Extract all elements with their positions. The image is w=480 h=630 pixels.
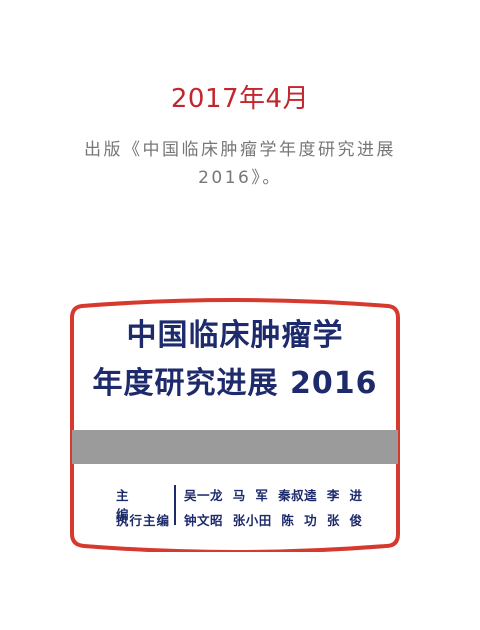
book-cover: 中国临床肿瘤学 年度研究进展 2016 主 编 吴一龙 马 军 秦叔逵 李 进 … <box>68 296 402 552</box>
credit-role: 执行主编 <box>116 513 171 528</box>
book-cover-frame <box>70 298 400 552</box>
credits-divider <box>174 485 176 525</box>
gray-band <box>72 430 398 464</box>
publication-date: 2017年4月 <box>170 84 310 114</box>
book-title-line-2: 年度研究进展 2016 <box>92 366 378 401</box>
description-line-1: 出版《中国临床肿瘤学年度研究进展 <box>84 140 396 160</box>
description-line-2: 2016》。 <box>198 168 282 188</box>
publication-description: 出版《中国临床肿瘤学年度研究进展 2016》。 <box>30 136 450 192</box>
credit-role: 主 编 <box>116 488 170 522</box>
credit-names: 钟文昭 张小田 陈 功 张 俊 <box>184 513 363 528</box>
book-title-line-1: 中国临床肿瘤学 <box>126 318 344 353</box>
credit-names: 吴一龙 马 军 秦叔逵 李 进 <box>184 488 363 503</box>
